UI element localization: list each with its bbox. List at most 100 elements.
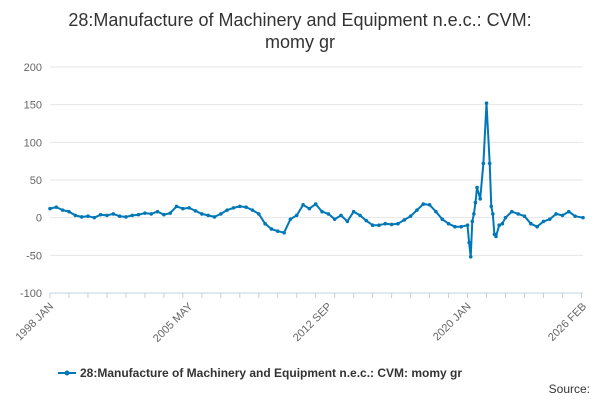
data-point[interactable] (136, 212, 141, 217)
data-point[interactable] (48, 206, 52, 211)
data-point[interactable] (181, 206, 185, 211)
source-label: Source: (549, 382, 590, 396)
data-point[interactable] (54, 205, 59, 209)
data-point[interactable] (408, 214, 413, 218)
data-point[interactable] (307, 206, 312, 211)
data-point[interactable] (313, 202, 318, 206)
data-point[interactable] (237, 204, 242, 209)
data-point[interactable] (541, 219, 546, 224)
data-point[interactable] (212, 215, 217, 219)
data-point[interactable] (92, 215, 97, 220)
data-point[interactable] (351, 209, 356, 214)
data-point[interactable] (294, 213, 299, 218)
data-point[interactable] (535, 224, 539, 229)
data-point[interactable] (427, 203, 432, 207)
data-point[interactable] (440, 217, 445, 221)
data-point[interactable] (219, 212, 223, 216)
data-point[interactable] (522, 214, 527, 218)
data-point[interactable] (472, 212, 476, 216)
data-point[interactable] (467, 240, 471, 245)
data-point[interactable] (193, 209, 198, 213)
data-point[interactable] (434, 209, 438, 214)
y-tick-label: -100 (20, 288, 42, 300)
data-point[interactable] (174, 204, 179, 209)
data-point[interactable] (301, 203, 305, 207)
data-point[interactable] (244, 205, 248, 209)
data-point[interactable] (487, 161, 492, 166)
data-point[interactable] (478, 197, 482, 201)
data-point[interactable] (581, 215, 585, 220)
data-point[interactable] (187, 206, 191, 210)
data-point[interactable] (358, 213, 362, 218)
data-point[interactable] (370, 223, 375, 227)
data-point[interactable] (475, 185, 479, 190)
data-point[interactable] (529, 221, 533, 226)
data-point[interactable] (494, 234, 498, 239)
data-point[interactable] (446, 221, 451, 226)
data-point[interactable] (332, 217, 337, 221)
data-point[interactable] (288, 217, 293, 221)
data-point[interactable] (282, 230, 286, 235)
data-point[interactable] (377, 223, 381, 227)
data-point[interactable] (117, 214, 122, 218)
data-point[interactable] (149, 212, 154, 216)
data-point[interactable] (560, 213, 565, 218)
data-point[interactable] (168, 211, 173, 215)
data-point[interactable] (481, 161, 486, 166)
data-point[interactable] (491, 212, 495, 216)
data-point[interactable] (275, 229, 280, 234)
data-point[interactable] (497, 223, 501, 227)
data-point[interactable] (364, 218, 369, 223)
data-point[interactable] (320, 209, 324, 214)
data-point[interactable] (500, 221, 505, 226)
data-point[interactable] (566, 209, 571, 214)
data-point[interactable] (470, 219, 475, 224)
data-point[interactable] (326, 212, 331, 216)
data-point[interactable] (383, 221, 388, 226)
data-point[interactable] (231, 206, 236, 210)
data-point[interactable] (124, 215, 128, 219)
data-point[interactable] (206, 213, 210, 218)
data-point[interactable] (345, 219, 350, 224)
data-point[interactable] (473, 200, 478, 205)
x-tick-label: 2012 SEP (291, 301, 335, 345)
data-point[interactable] (453, 224, 457, 229)
data-point[interactable] (554, 212, 558, 216)
data-point[interactable] (105, 213, 109, 218)
data-point[interactable] (256, 212, 261, 216)
data-point[interactable] (510, 209, 514, 214)
data-point[interactable] (503, 215, 508, 220)
data-point[interactable] (396, 221, 400, 226)
data-point[interactable] (339, 213, 343, 218)
data-point[interactable] (415, 208, 419, 212)
data-point[interactable] (130, 213, 135, 218)
data-point[interactable] (459, 224, 464, 229)
data-point[interactable] (225, 208, 229, 212)
data-point[interactable] (73, 213, 78, 218)
data-point[interactable] (60, 208, 65, 212)
data-point[interactable] (547, 217, 552, 221)
data-point[interactable] (484, 101, 489, 105)
data-point[interactable] (200, 212, 204, 216)
data-point[interactable] (489, 204, 494, 209)
data-point[interactable] (143, 211, 147, 215)
data-point[interactable] (421, 202, 426, 206)
data-point[interactable] (402, 218, 407, 222)
data-point[interactable] (516, 212, 520, 216)
data-point[interactable] (573, 214, 577, 218)
data-point[interactable] (389, 222, 394, 227)
data-point[interactable] (250, 208, 255, 212)
data-point[interactable] (269, 227, 274, 231)
data-point[interactable] (86, 214, 90, 218)
data-point[interactable] (111, 212, 116, 216)
data-point[interactable] (67, 209, 71, 214)
data-point[interactable] (155, 209, 160, 214)
legend[interactable]: 28:Manufacture of Machinery and Equipmen… (58, 366, 462, 380)
data-point[interactable] (465, 223, 470, 227)
data-point[interactable] (468, 255, 473, 259)
data-point[interactable] (263, 221, 267, 226)
data-point[interactable] (162, 212, 166, 217)
data-point[interactable] (98, 212, 103, 217)
data-point[interactable] (79, 215, 84, 219)
